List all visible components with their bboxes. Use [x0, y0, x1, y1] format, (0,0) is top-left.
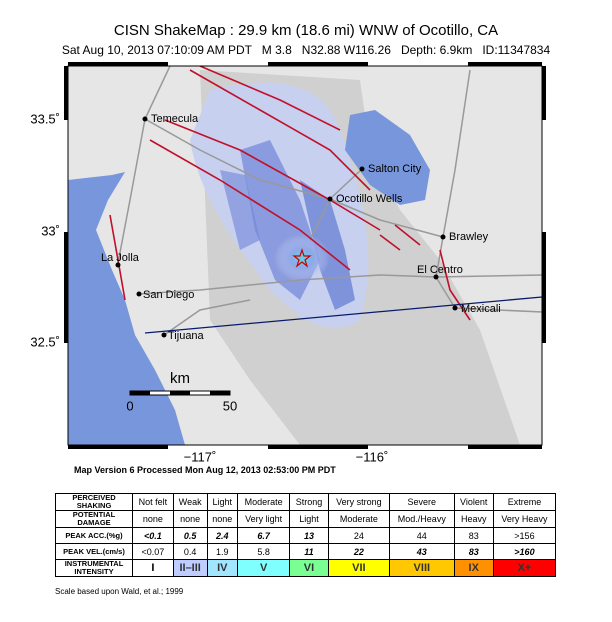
place-marker	[327, 196, 333, 202]
table-cell: Light	[289, 510, 329, 528]
table-cell: Heavy	[453, 510, 494, 528]
table-row: PEAK VEL.(cm/s) <0.07 0.4 1.9 5.8 11 22 43 83 >16…	[55, 543, 557, 560]
scale-end: 50	[223, 398, 237, 413]
place-marker	[136, 291, 142, 297]
table-cell: I	[132, 559, 174, 577]
place-label: Ocotillo Wells	[336, 193, 403, 205]
lat-label: 33.5˚	[30, 111, 60, 126]
subtitle: Sat Aug 10, 2013 07:10:09 AM PDT M 3.8 N…	[61, 43, 551, 57]
table-cell: VII	[327, 559, 391, 577]
table-cell: none	[132, 510, 174, 528]
place-label: La Jolla	[101, 252, 140, 264]
place-marker	[161, 332, 167, 338]
place-marker	[142, 116, 148, 122]
table-cell: Moderate	[236, 493, 291, 511]
table-cell: X+	[492, 559, 557, 577]
place-label: Mexicali	[461, 303, 501, 315]
table-cell: Violent	[453, 493, 494, 511]
table-cell: 5.8	[236, 543, 291, 560]
table-cell: 0.5	[172, 527, 208, 544]
row-header: PEAK ACC.(%g)	[55, 527, 133, 544]
credit: Scale based upon Wald, et al.; 1999	[55, 587, 184, 596]
table-cell: 13	[289, 527, 329, 544]
table-cell: Moderate	[327, 510, 391, 528]
table-cell: IX	[453, 559, 494, 577]
scale-start: 0	[126, 398, 133, 413]
table-cell: Very Heavy	[492, 510, 557, 528]
place-marker	[359, 166, 365, 172]
row-header: POTENTIAL DAMAGE	[55, 510, 133, 528]
table-cell: none	[172, 510, 208, 528]
table-cell: >160	[492, 543, 557, 560]
map: 33.5˚ 33˚ 32.5˚ −117˚ −116˚ Temecula Salton Ci…	[30, 62, 546, 464]
table-row: INSTRUMENTAL INTENSITY I II–III IV V VI VII VII…	[55, 559, 557, 577]
place-label: Tijuana	[168, 330, 205, 342]
table-cell: >156	[492, 527, 557, 544]
place-label: Salton City	[368, 163, 422, 175]
table-cell: IV	[206, 559, 239, 577]
place-marker	[115, 262, 121, 268]
table-cell: 22	[327, 543, 391, 560]
scale-bar	[129, 390, 231, 396]
lat-label: 32.5˚	[30, 334, 60, 349]
version-note: Map Version 6 Processed Mon Aug 12, 2013…	[74, 465, 336, 475]
table-cell: <0.1	[132, 527, 174, 544]
table-cell: Very light	[236, 510, 291, 528]
place-marker	[452, 305, 458, 311]
row-header: INSTRUMENTAL INTENSITY	[55, 559, 133, 577]
table-cell: 1.9	[206, 543, 239, 560]
table-row: PERCEIVED SHAKING Not felt Weak Light Modera…	[55, 493, 557, 511]
intensity-scale-table: PERCEIVED SHAKING Not felt Weak Light Modera…	[55, 493, 557, 577]
place-label: Temecula	[151, 113, 199, 125]
table-cell: Not felt	[132, 493, 174, 511]
map-content	[68, 66, 542, 445]
table-cell: VI	[289, 559, 329, 577]
table-row: PEAK ACC.(%g) <0.1 0.5 2.4 6.7 13 24 44 83 >156	[55, 527, 557, 544]
lon-label: −116˚	[356, 449, 389, 464]
lon-label: −117˚	[184, 449, 217, 464]
table-cell: Strong	[289, 493, 329, 511]
table-cell: Weak	[172, 493, 208, 511]
table-cell: 11	[289, 543, 329, 560]
table-cell: Very strong	[327, 493, 391, 511]
table-cell: Mod./Heavy	[389, 510, 455, 528]
table-cell: Severe	[389, 493, 455, 511]
scale-unit: km	[170, 370, 190, 387]
place-marker	[433, 274, 439, 280]
table-cell: 43	[389, 543, 455, 560]
place-label: Brawley	[449, 231, 489, 243]
table-cell: Extreme	[492, 493, 557, 511]
table-cell: 0.4	[172, 543, 208, 560]
table-cell: Light	[206, 493, 239, 511]
row-header: PEAK VEL.(cm/s)	[55, 543, 133, 560]
title: CISN ShakeMap : 29.9 km (18.6 mi) WNW of…	[113, 22, 499, 39]
lat-label: 33˚	[41, 223, 60, 238]
table-cell: <0.07	[132, 543, 174, 560]
table-row: POTENTIAL DAMAGE none none none Very light Li…	[55, 510, 557, 528]
place-label: San Diego	[143, 289, 194, 301]
place-marker	[440, 234, 446, 240]
row-header: PERCEIVED SHAKING	[55, 493, 133, 511]
place-label: El Centro	[417, 264, 463, 276]
table-cell: 83	[453, 527, 494, 544]
table-cell: 44	[389, 527, 455, 544]
table-cell: 6.7	[236, 527, 291, 544]
table-cell: 2.4	[206, 527, 239, 544]
table-cell: none	[206, 510, 239, 528]
table-cell: 24	[327, 527, 391, 544]
table-cell: VIII	[389, 559, 455, 577]
table-cell: II–III	[172, 559, 208, 577]
table-cell: 83	[453, 543, 494, 560]
table-cell: V	[236, 559, 291, 577]
